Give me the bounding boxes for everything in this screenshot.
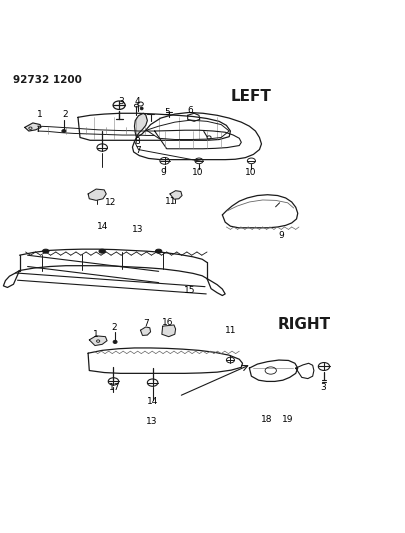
Polygon shape — [207, 279, 225, 295]
Polygon shape — [88, 189, 106, 200]
Polygon shape — [78, 114, 230, 140]
Ellipse shape — [155, 249, 162, 253]
Polygon shape — [146, 120, 229, 140]
Text: 92732 1200: 92732 1200 — [13, 75, 82, 85]
Polygon shape — [162, 325, 175, 337]
Polygon shape — [88, 348, 242, 373]
Text: 18: 18 — [260, 415, 272, 424]
Polygon shape — [134, 114, 147, 138]
Text: 1: 1 — [37, 110, 43, 118]
Text: 9: 9 — [278, 231, 284, 239]
Ellipse shape — [113, 340, 117, 343]
Polygon shape — [140, 327, 150, 335]
Ellipse shape — [140, 107, 143, 110]
Text: 17: 17 — [108, 383, 120, 392]
Text: 2: 2 — [62, 110, 68, 118]
Polygon shape — [187, 114, 199, 122]
Text: 7: 7 — [135, 146, 141, 155]
Text: 13: 13 — [132, 225, 143, 234]
Text: 3: 3 — [320, 383, 325, 392]
Text: 14: 14 — [146, 397, 158, 406]
Text: 14: 14 — [97, 222, 109, 231]
Text: 11: 11 — [164, 197, 176, 206]
Polygon shape — [249, 360, 297, 382]
Text: 16: 16 — [161, 318, 173, 327]
Text: 10: 10 — [192, 168, 203, 177]
Text: 10: 10 — [244, 168, 256, 177]
Text: 9: 9 — [160, 168, 166, 176]
Text: 2: 2 — [111, 324, 117, 332]
Polygon shape — [25, 123, 41, 131]
Ellipse shape — [62, 130, 66, 132]
Polygon shape — [89, 336, 107, 345]
Text: 4: 4 — [134, 98, 140, 107]
Polygon shape — [154, 130, 241, 149]
Text: 15: 15 — [184, 286, 195, 295]
Text: 7: 7 — [143, 319, 148, 328]
Text: RIGHT: RIGHT — [277, 317, 330, 332]
Polygon shape — [295, 364, 313, 378]
Polygon shape — [132, 112, 261, 160]
Ellipse shape — [43, 249, 49, 253]
Text: 12: 12 — [104, 198, 116, 207]
Text: 5: 5 — [164, 108, 169, 117]
Polygon shape — [3, 271, 19, 287]
Text: 1: 1 — [93, 330, 99, 339]
Text: 6: 6 — [187, 106, 192, 115]
Text: 19: 19 — [281, 415, 293, 424]
Text: LEFT: LEFT — [230, 89, 271, 104]
Polygon shape — [170, 191, 181, 199]
Polygon shape — [222, 195, 297, 228]
Ellipse shape — [99, 249, 105, 253]
Text: 11: 11 — [224, 326, 236, 335]
Text: 8: 8 — [134, 137, 139, 146]
Text: 13: 13 — [146, 417, 158, 426]
Text: 3: 3 — [117, 96, 123, 106]
